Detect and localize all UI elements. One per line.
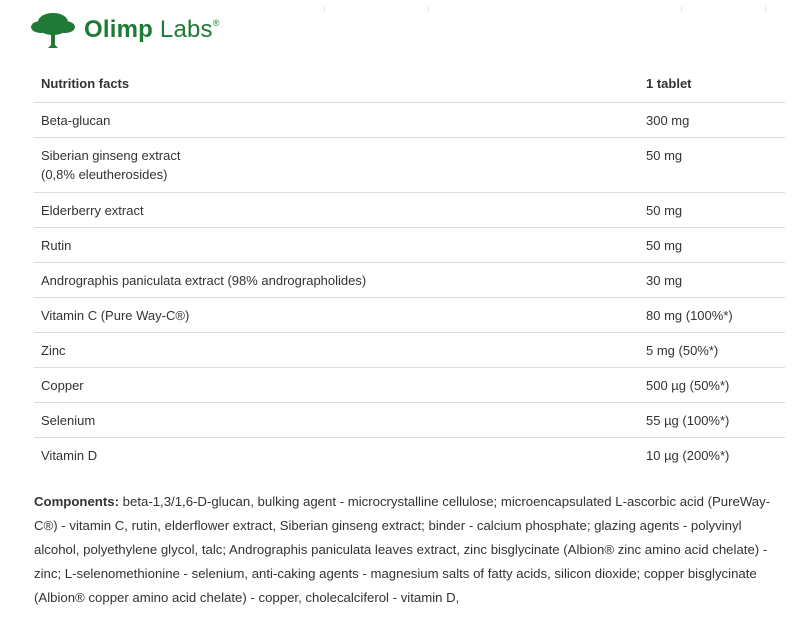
nutrient-value: 50 mg	[639, 227, 785, 263]
nutrient-name: Copper	[34, 367, 639, 403]
table-row: Vitamin C (Pure Way-C®) 80 mg (100%*)	[34, 297, 785, 333]
nutrient-value: 50 mg	[639, 192, 785, 228]
nutrient-label: Copper	[41, 377, 84, 393]
table-row: Andrographis paniculata extract (98% and…	[34, 262, 785, 298]
nutrient-name: Zinc	[34, 332, 639, 368]
divider	[324, 6, 325, 12]
brand-logo[interactable]: Olimp Labs®	[30, 10, 220, 50]
nutrient-name: Siberian ginseng extract (0,8% eleutheros…	[34, 137, 639, 193]
table-row: Rutin 50 mg	[34, 227, 785, 263]
nutrient-value: 50 mg	[639, 137, 785, 193]
table-row: Copper 500 µg (50%*)	[34, 367, 785, 403]
components-label: Components:	[34, 494, 119, 509]
components-text: beta-1,3/1,6-D-glucan, bulking agent - m…	[34, 494, 771, 605]
nutrient-name: Rutin	[34, 227, 639, 263]
nutrient-label: Siberian ginseng extract	[41, 147, 181, 163]
nutrient-name: Selenium	[34, 402, 639, 438]
header-nutrition-facts: Nutrition facts	[34, 68, 639, 103]
divider	[428, 6, 429, 12]
nutrient-value: 5 mg (50%*)	[639, 332, 785, 368]
nutrient-value: 80 mg (100%*)	[639, 297, 785, 333]
brand-name: Olimp Labs®	[84, 16, 220, 43]
nutrient-label: Vitamin D	[41, 447, 98, 463]
divider	[765, 6, 766, 12]
nutrient-value: 500 µg (50%*)	[639, 367, 785, 403]
nutrient-note: (0,8% eleutherosides)	[41, 166, 168, 182]
table-row: Zinc 5 mg (50%*)	[34, 332, 785, 368]
nutrition-facts-table: Nutrition facts 1 tablet Beta-glucan 300 …	[34, 68, 785, 472]
header-serving: 1 tablet	[639, 68, 785, 103]
nutrient-label: Elderberry extract	[41, 202, 144, 218]
divider	[681, 6, 682, 12]
table-header-row: Nutrition facts 1 tablet	[34, 68, 785, 103]
nutrient-name: Vitamin D	[34, 437, 639, 472]
table-row: Elderberry extract 50 mg	[34, 192, 785, 228]
tree-icon	[31, 13, 75, 48]
nutrient-label: Zinc	[41, 342, 66, 358]
nutrient-label: Vitamin C (Pure Way-C®)	[41, 307, 190, 323]
nutrient-name: Andrographis paniculata extract (98% and…	[34, 262, 639, 298]
nutrient-name: Beta-glucan	[34, 102, 639, 138]
table-row: Beta-glucan 300 mg	[34, 102, 785, 138]
components-paragraph: Components: beta-1,3/1,6-D-glucan, bulki…	[34, 490, 789, 610]
table-row: Siberian ginseng extract (0,8% eleutheros…	[34, 137, 785, 193]
nutrient-value: 10 µg (200%*)	[646, 447, 730, 463]
table-row: Selenium 55 µg (100%*)	[34, 402, 785, 438]
nutrient-label: Rutin	[41, 237, 72, 253]
nutrient-label: Andrographis paniculata extract (98% and…	[41, 272, 367, 288]
nutrient-value: 55 µg (100%*)	[639, 402, 785, 438]
table-row: Vitamin D 10 µg (200%*)	[34, 437, 785, 472]
nutrient-value: 300 mg	[639, 102, 785, 138]
nutrient-name: Vitamin C (Pure Way-C®)	[34, 297, 639, 333]
nutrient-name: Elderberry extract	[34, 192, 639, 228]
nutrient-value: 30 mg	[639, 262, 785, 298]
nutrient-label: Beta-glucan	[41, 112, 111, 128]
nutrient-label: Selenium	[41, 412, 96, 428]
